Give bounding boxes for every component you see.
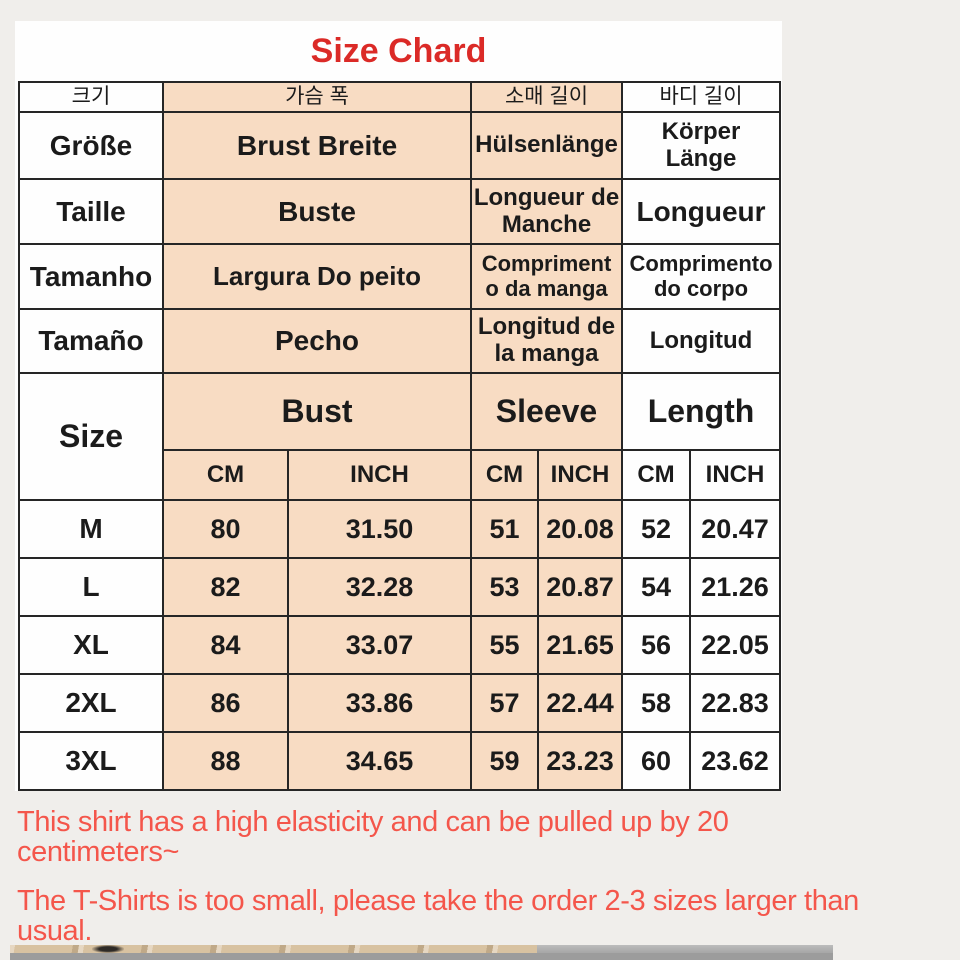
length-inch-value: 22.83 [689, 673, 782, 733]
german-size-cell: Größe [18, 111, 164, 180]
lang-row-spanish: Tamaño Pecho Longitud de la manga Longit… [18, 308, 782, 374]
photo-strip-top [10, 945, 833, 953]
size-row-xl: XL 84 33.07 55 21.65 56 22.05 [18, 615, 782, 675]
bust-cm-value: 80 [162, 499, 289, 559]
size-row-2xl: 2XL 86 33.86 57 22.44 58 22.83 [18, 673, 782, 733]
bust-cm-value: 86 [162, 673, 289, 733]
bust-cm-value: 84 [162, 615, 289, 675]
size-row-l: L 82 32.28 53 20.87 54 21.26 [18, 557, 782, 617]
portuguese-sleeve-cell: Compriment o da manga [470, 243, 624, 310]
spanish-length-cell: Longitud [621, 308, 782, 374]
sleeve-cm-value: 55 [470, 615, 540, 675]
note-elasticity: This shirt has a high elasticity and can… [17, 806, 729, 868]
portuguese-bust-cell: Largura Do peito [161, 243, 473, 310]
length-inch-value: 21.26 [689, 557, 782, 617]
length-cm-value: 52 [621, 499, 692, 559]
french-size-cell: Taille [18, 178, 164, 245]
spanish-bust-cell: Pecho [161, 308, 473, 374]
length-inch-value: 20.47 [689, 499, 782, 559]
photo-strip-dark-spot [92, 945, 124, 953]
german-sleeve-cell: Hülsenlänge [470, 111, 624, 180]
german-length-cell: Körper Länge [621, 111, 782, 180]
length-inch-header: INCH [689, 449, 782, 501]
sleeve-inch-value: 23.23 [537, 731, 624, 791]
bust-inch-value: 33.86 [286, 673, 473, 733]
length-inch-value: 23.62 [689, 731, 782, 791]
note-sizing-advice: The T-Shirts is too small, please take t… [17, 885, 859, 947]
bust-inch-value: 33.07 [286, 615, 473, 675]
length-cm-value: 56 [621, 615, 692, 675]
sleeve-cm-value: 59 [470, 731, 540, 791]
size-col-header: Size [18, 372, 164, 501]
korean-size-cell: 크기 [18, 81, 164, 113]
english-header-row: Size Bust Sleeve Length [18, 372, 782, 501]
sleeve-cm-header: CM [470, 449, 540, 501]
length-cm-value: 54 [621, 557, 692, 617]
size-label: L [18, 557, 164, 617]
page-title: Size Chard [310, 31, 487, 70]
sleeve-inch-value: 21.65 [537, 615, 624, 675]
lang-row-french: Taille Buste Longueur de Manche Longueur [18, 178, 782, 245]
bust-cm-header: CM [162, 449, 289, 501]
french-length-cell: Longueur [621, 178, 782, 245]
length-cm-header: CM [621, 449, 692, 501]
korean-sleeve-cell: 소매 길이 [470, 81, 624, 113]
french-sleeve-cell: Longueur de Manche [470, 178, 624, 245]
size-label: 3XL [18, 731, 164, 791]
bust-inch-value: 31.50 [286, 499, 473, 559]
length-cm-value: 58 [621, 673, 692, 733]
sleeve-cm-value: 53 [470, 557, 540, 617]
size-row-3xl: 3XL 88 34.65 59 23.23 60 23.62 [18, 731, 782, 791]
portuguese-length-cell: Comprimento do corpo [621, 243, 782, 310]
units-row: CM INCH CM INCH CM INCH [19, 449, 782, 501]
photo-strip-gray-area [537, 945, 833, 953]
portuguese-size-cell: Tamanho [18, 243, 164, 310]
bust-inch-value: 32.28 [286, 557, 473, 617]
bust-inch-header: INCH [286, 449, 473, 501]
french-bust-cell: Buste [161, 178, 473, 245]
spanish-sleeve-cell: Longitud de la manga [470, 308, 624, 374]
lang-row-portuguese: Tamanho Largura Do peito Compriment o da… [18, 243, 782, 310]
photo-strip-bottom-band [10, 953, 833, 960]
sleeve-col-header: Sleeve [470, 372, 624, 451]
size-label: 2XL [18, 673, 164, 733]
korean-length-cell: 바디 길이 [621, 81, 782, 113]
size-label: M [18, 499, 164, 559]
sleeve-inch-value: 20.87 [537, 557, 624, 617]
sleeve-inch-value: 22.44 [537, 673, 624, 733]
size-label: XL [18, 615, 164, 675]
bust-cm-value: 88 [162, 731, 289, 791]
lang-row-korean: 크기 가슴 폭 소매 길이 바디 길이 [18, 81, 782, 113]
product-photo-strip [10, 945, 833, 960]
korean-bust-cell: 가슴 폭 [161, 81, 473, 113]
size-chart-panel: Size Chard 크기 가슴 폭 소매 길이 바디 길이 Größe Bru… [15, 21, 782, 791]
lang-row-german: Größe Brust Breite Hülsenlänge Körper Lä… [18, 111, 782, 180]
bust-col-header: Bust [161, 372, 473, 451]
photo-strip-wood-texture [10, 945, 537, 953]
german-bust-cell: Brust Breite [161, 111, 473, 180]
size-row-m: M 80 31.50 51 20.08 52 20.47 [18, 499, 782, 559]
length-cm-value: 60 [621, 731, 692, 791]
sleeve-cm-value: 57 [470, 673, 540, 733]
length-col-header: Length [621, 372, 782, 451]
length-inch-value: 22.05 [689, 615, 782, 675]
bust-cm-value: 82 [162, 557, 289, 617]
spanish-size-cell: Tamaño [18, 308, 164, 374]
sleeve-cm-value: 51 [470, 499, 540, 559]
size-chart-table: 크기 가슴 폭 소매 길이 바디 길이 Größe Brust Breite H… [18, 81, 782, 791]
sleeve-inch-value: 20.08 [537, 499, 624, 559]
bust-inch-value: 34.65 [286, 731, 473, 791]
sleeve-inch-header: INCH [537, 449, 624, 501]
